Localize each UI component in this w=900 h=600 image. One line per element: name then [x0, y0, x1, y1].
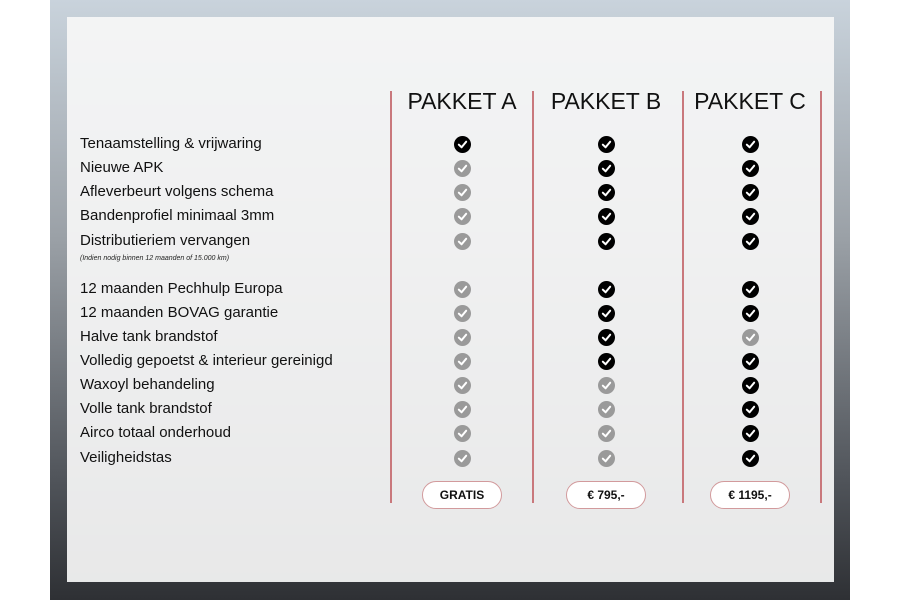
check-icon — [598, 377, 615, 394]
check-icon — [742, 425, 759, 442]
check-icon — [454, 160, 471, 177]
check-icon — [742, 305, 759, 322]
check-icon — [454, 136, 471, 153]
check-icon — [742, 160, 759, 177]
column-divider — [390, 91, 392, 503]
feature-label: Airco totaal onderhoud — [80, 424, 231, 441]
price-button[interactable]: € 1195,- — [710, 481, 790, 509]
feature-label: 12 maanden BOVAG garantie — [80, 304, 279, 321]
check-icon — [454, 377, 471, 394]
check-icon — [598, 233, 615, 250]
column-divider — [820, 91, 822, 503]
price-button[interactable]: € 795,- — [566, 481, 646, 509]
check-icon — [454, 329, 471, 346]
feature-label: Distributieriem vervangen — [80, 232, 251, 249]
check-icon — [598, 353, 615, 370]
check-icon — [742, 377, 759, 394]
column-divider — [532, 91, 534, 503]
check-icon — [598, 305, 615, 322]
feature-label: Veiligheidstas — [80, 449, 172, 466]
feature-label: Afleverbeurt volgens schema — [80, 183, 274, 200]
check-icon — [742, 401, 759, 418]
check-icon — [598, 329, 615, 346]
feature-label: Bandenprofiel minimaal 3mm — [80, 207, 275, 224]
check-icon — [598, 425, 615, 442]
check-icon — [454, 353, 471, 370]
footnote: (Indien nodig binnen 12 maanden of 15.00… — [80, 255, 230, 262]
feature-label: Volle tank brandstof — [80, 400, 212, 417]
package-header: PAKKET C — [694, 88, 806, 114]
check-icon — [742, 136, 759, 153]
check-icon — [598, 208, 615, 225]
package-header: PAKKET A — [407, 88, 517, 114]
check-icon — [454, 281, 471, 298]
check-icon — [454, 425, 471, 442]
check-icon — [454, 401, 471, 418]
feature-label: Halve tank brandstof — [80, 328, 218, 345]
price-button[interactable]: GRATIS — [422, 481, 502, 509]
check-icon — [598, 450, 615, 467]
check-icon — [742, 208, 759, 225]
check-icon — [742, 281, 759, 298]
check-icon — [598, 136, 615, 153]
check-icon — [598, 160, 615, 177]
column-divider — [682, 91, 684, 503]
check-icon — [598, 184, 615, 201]
feature-label: Nieuwe APK — [80, 159, 164, 176]
check-icon — [598, 281, 615, 298]
check-icon — [742, 450, 759, 467]
check-icon — [454, 450, 471, 467]
feature-label: Tenaamstelling & vrijwaring — [80, 135, 262, 152]
feature-label: Volledig gepoetst & interieur gereinigd — [80, 352, 333, 369]
feature-label: 12 maanden Pechhulp Europa — [80, 280, 283, 297]
check-icon — [598, 401, 615, 418]
check-icon — [742, 353, 759, 370]
check-icon — [742, 184, 759, 201]
check-icon — [454, 184, 471, 201]
feature-label: Waxoyl behandeling — [80, 376, 215, 393]
package-header: PAKKET B — [550, 88, 662, 114]
check-icon — [454, 305, 471, 322]
check-icon — [742, 329, 759, 346]
check-icon — [454, 233, 471, 250]
check-icon — [454, 208, 471, 225]
check-icon — [742, 233, 759, 250]
